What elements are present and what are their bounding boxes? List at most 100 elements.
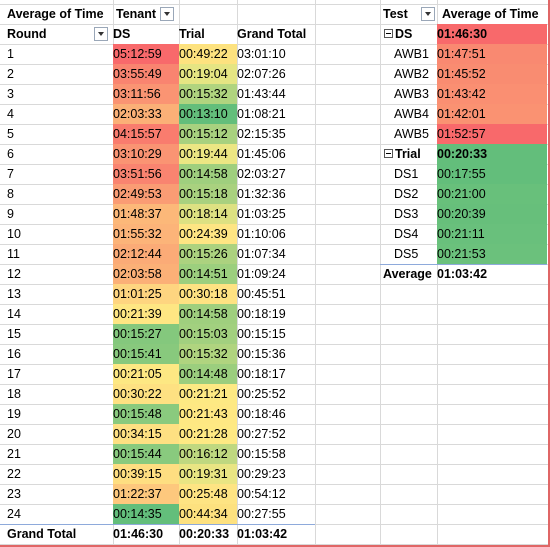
average-value[interactable]: 01:03:42 <box>437 264 547 284</box>
test-item-label[interactable]: DS1 <box>380 164 437 184</box>
round-label-cell[interactable]: 4 <box>0 104 113 124</box>
trial-value-cell[interactable]: 00:16:12 <box>179 444 237 464</box>
trial-value-cell[interactable]: 00:15:32 <box>179 84 237 104</box>
round-label-cell[interactable]: 13 <box>0 284 113 304</box>
trial-value-cell[interactable]: 00:25:48 <box>179 484 237 504</box>
ds-value-cell[interactable]: 00:15:41 <box>113 344 179 364</box>
round-label-cell[interactable]: 1 <box>0 44 113 64</box>
grand-total-value-cell[interactable]: 01:10:06 <box>237 224 315 244</box>
ds-value-cell[interactable]: 02:03:33 <box>113 104 179 124</box>
grand-total-value-cell[interactable]: 00:27:55 <box>237 504 315 524</box>
round-label-cell[interactable]: 9 <box>0 204 113 224</box>
grand-total-value-cell[interactable]: 00:15:58 <box>237 444 315 464</box>
test-item-value[interactable]: 00:17:55 <box>437 164 547 184</box>
grand-total-overall[interactable]: 01:03:42 <box>237 524 315 544</box>
ds-value-cell[interactable]: 00:15:44 <box>113 444 179 464</box>
trial-value-cell[interactable]: 00:44:34 <box>179 504 237 524</box>
group-header-ds[interactable]: DS <box>380 24 437 44</box>
test-item-label[interactable]: AWB3 <box>380 84 437 104</box>
test-item-label[interactable]: AWB2 <box>380 64 437 84</box>
test-item-label[interactable]: AWB1 <box>380 44 437 64</box>
trial-value-cell[interactable]: 00:19:31 <box>179 464 237 484</box>
test-item-value[interactable]: 01:45:52 <box>437 64 547 84</box>
round-label-cell[interactable]: 22 <box>0 464 113 484</box>
trial-value-cell[interactable]: 00:21:43 <box>179 404 237 424</box>
round-filter-dropdown-icon[interactable] <box>94 27 108 41</box>
test-filter-dropdown-icon[interactable] <box>421 7 435 21</box>
trial-value-cell[interactable]: 00:19:04 <box>179 64 237 84</box>
grand-total-value-cell[interactable]: 00:54:12 <box>237 484 315 504</box>
ds-value-cell[interactable]: 00:21:05 <box>113 364 179 384</box>
round-label-cell[interactable]: 19 <box>0 404 113 424</box>
grand-total-value-cell[interactable]: 00:29:23 <box>237 464 315 484</box>
test-item-value[interactable]: 00:20:39 <box>437 204 547 224</box>
group-header-trial[interactable]: Trial <box>380 144 437 164</box>
grand-total-value-cell[interactable]: 00:15:36 <box>237 344 315 364</box>
group-value-cell[interactable]: 01:46:30 <box>437 24 547 44</box>
grand-total-ds[interactable]: 01:46:30 <box>113 524 179 544</box>
round-label-cell[interactable]: 7 <box>0 164 113 184</box>
grand-total-value-cell[interactable]: 01:07:34 <box>237 244 315 264</box>
grand-total-value-cell[interactable]: 00:18:46 <box>237 404 315 424</box>
trial-value-cell[interactable]: 00:15:03 <box>179 324 237 344</box>
tenant-filter-dropdown-icon[interactable] <box>160 6 175 21</box>
trial-value-cell[interactable]: 00:18:14 <box>179 204 237 224</box>
column-header-trial[interactable]: Trial <box>179 24 237 44</box>
trial-value-cell[interactable]: 00:13:10 <box>179 104 237 124</box>
column-header-grand-total[interactable]: Grand Total <box>237 24 315 44</box>
grand-total-value-cell[interactable]: 01:32:36 <box>237 184 315 204</box>
round-label-cell[interactable]: 18 <box>0 384 113 404</box>
grand-total-band[interactable] <box>0 524 315 545</box>
test-item-value[interactable]: 01:52:57 <box>437 124 547 144</box>
round-label-cell[interactable]: 10 <box>0 224 113 244</box>
round-label-cell[interactable]: 12 <box>0 264 113 284</box>
round-label-cell[interactable]: 3 <box>0 84 113 104</box>
test-item-label[interactable]: AWB4 <box>380 104 437 124</box>
trial-value-cell[interactable]: 00:21:21 <box>179 384 237 404</box>
ds-value-cell[interactable]: 02:03:58 <box>113 264 179 284</box>
round-label-cell[interactable]: 16 <box>0 344 113 364</box>
trial-value-cell[interactable]: 00:15:18 <box>179 184 237 204</box>
trial-value-cell[interactable]: 00:15:32 <box>179 344 237 364</box>
ds-value-cell[interactable]: 00:15:48 <box>113 404 179 424</box>
round-label-cell[interactable]: 21 <box>0 444 113 464</box>
trial-value-cell[interactable]: 00:14:58 <box>179 304 237 324</box>
grand-total-value-cell[interactable]: 00:45:51 <box>237 284 315 304</box>
grand-total-value-cell[interactable]: 02:03:27 <box>237 164 315 184</box>
trial-value-cell[interactable]: 00:30:18 <box>179 284 237 304</box>
grand-total-value-cell[interactable]: 01:43:44 <box>237 84 315 104</box>
test-item-label[interactable]: DS4 <box>380 224 437 244</box>
row-field-round[interactable]: Round <box>0 24 113 44</box>
trial-value-cell[interactable]: 00:24:39 <box>179 224 237 244</box>
collapse-group-icon[interactable] <box>384 149 393 159</box>
right-value-field-label[interactable]: Average of Time <box>437 4 547 24</box>
grand-total-value-cell[interactable]: 00:27:52 <box>237 424 315 444</box>
group-value-cell[interactable]: 00:20:33 <box>437 144 547 164</box>
average-band[interactable] <box>380 264 547 284</box>
column-header-ds[interactable]: DS <box>113 24 179 44</box>
ds-value-cell[interactable]: 00:21:39 <box>113 304 179 324</box>
trial-value-cell[interactable]: 00:49:22 <box>179 44 237 64</box>
ds-value-cell[interactable]: 04:15:57 <box>113 124 179 144</box>
ds-value-cell[interactable]: 05:12:59 <box>113 44 179 64</box>
value-field-label[interactable]: Average of Time <box>0 4 113 24</box>
test-item-value[interactable]: 01:43:42 <box>437 84 547 104</box>
trial-value-cell[interactable]: 00:14:48 <box>179 364 237 384</box>
round-label-cell[interactable]: 20 <box>0 424 113 444</box>
trial-value-cell[interactable]: 00:19:44 <box>179 144 237 164</box>
ds-value-cell[interactable]: 00:34:15 <box>113 424 179 444</box>
ds-value-cell[interactable]: 03:51:56 <box>113 164 179 184</box>
test-item-label[interactable]: DS5 <box>380 244 437 264</box>
grand-total-value-cell[interactable]: 01:09:24 <box>237 264 315 284</box>
grand-total-value-cell[interactable]: 00:25:52 <box>237 384 315 404</box>
grand-total-value-cell[interactable]: 03:01:10 <box>237 44 315 64</box>
ds-value-cell[interactable]: 03:10:29 <box>113 144 179 164</box>
test-item-value[interactable]: 00:21:11 <box>437 224 547 244</box>
round-label-cell[interactable]: 8 <box>0 184 113 204</box>
test-item-label[interactable]: DS3 <box>380 204 437 224</box>
ds-value-cell[interactable]: 00:39:15 <box>113 464 179 484</box>
grand-total-trial[interactable]: 00:20:33 <box>179 524 237 544</box>
grand-total-value-cell[interactable]: 00:15:15 <box>237 324 315 344</box>
ds-value-cell[interactable]: 01:01:25 <box>113 284 179 304</box>
ds-value-cell[interactable]: 00:15:27 <box>113 324 179 344</box>
